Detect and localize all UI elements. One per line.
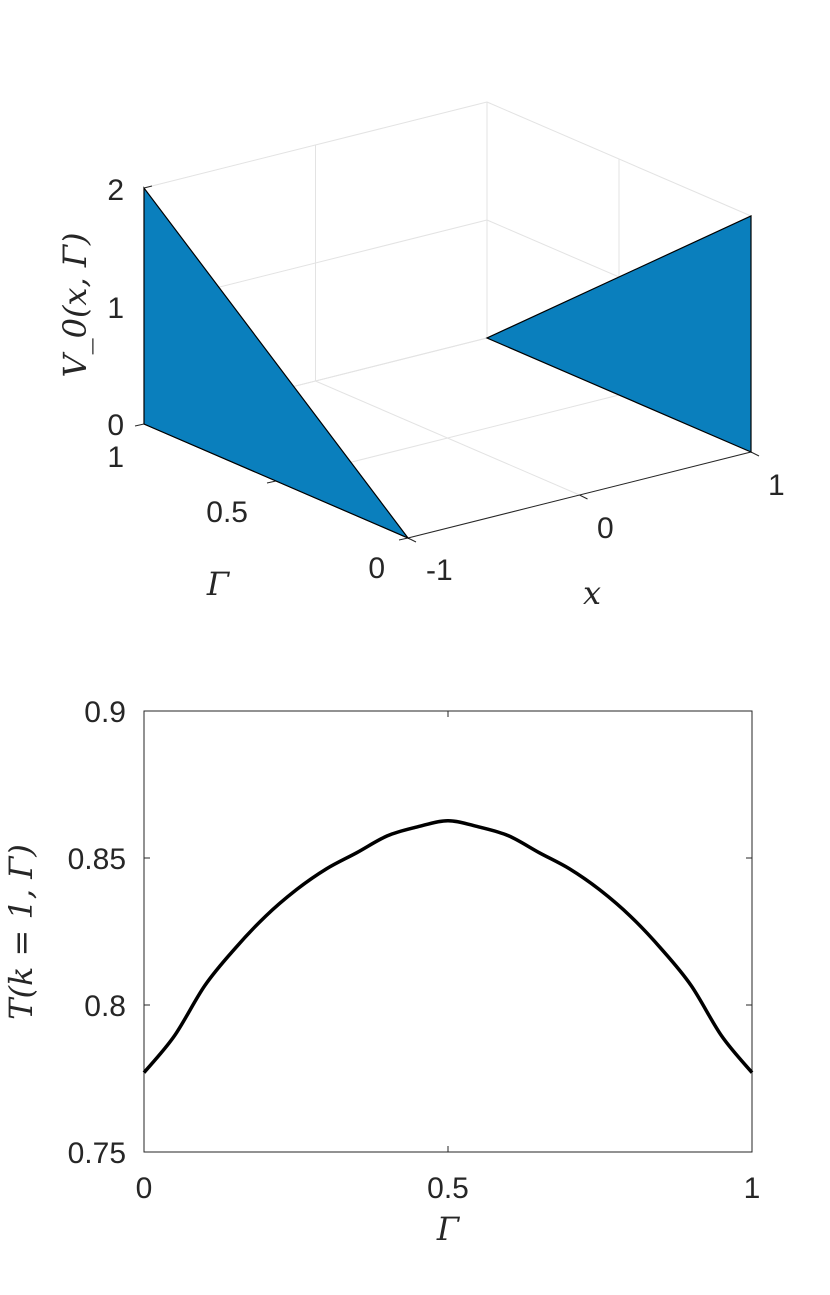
z-tick-label-2: 2: [107, 174, 124, 207]
y-tick-label-0.8: 0.8: [84, 990, 126, 1023]
gamma-tick-mark: [398, 537, 409, 541]
x-axis-label: x: [583, 574, 601, 612]
x-tick-label-0.5: 0.5: [427, 1172, 469, 1205]
surface-plot: 2 1 0 1 0.5 0 -1 0 1 V_0(x, Γ) Γ x: [56, 101, 785, 612]
x-tick-label-neg1: -1: [426, 554, 453, 587]
grid-line: [143, 101, 488, 189]
surface-plot-faces: [143, 186, 752, 540]
series-line: [142, 818, 754, 1074]
x-tick-label-1: 1: [768, 469, 785, 502]
gamma-tick-mark: [134, 423, 145, 427]
gamma-tick-label-0.5: 0.5: [206, 496, 248, 529]
x-tick-label-1: 1: [744, 1172, 761, 1205]
gamma-axis-label: Γ: [206, 565, 231, 603]
z-tick-label-1: 1: [107, 292, 124, 325]
line-plot-frame: [143, 710, 753, 1153]
line-plot: 0.9 0.85 0.8 0.75 0 0.5 1 Γ T(k = 1, Γ): [2, 696, 760, 1248]
x-tick-mark: [750, 451, 760, 457]
y-tick-label-0.9: 0.9: [84, 696, 126, 729]
grid-line: [486, 101, 752, 217]
y-tick-label-0.75: 0.75: [68, 1137, 126, 1170]
z-tick-mark: [143, 185, 153, 189]
x-tick-mark: [579, 494, 588, 500]
line-plot-ticks: [143, 710, 753, 1153]
x-tick-label-0: 0: [136, 1172, 153, 1205]
z-tick-label-0: 0: [107, 409, 124, 442]
x-tick-mark: [407, 537, 417, 543]
surface-wall-left: [143, 186, 410, 540]
y-tick-label-0.85: 0.85: [68, 843, 126, 876]
x-axis-label: Γ: [436, 1210, 461, 1248]
gamma-tick-label-1: 1: [107, 441, 124, 474]
z-axis-label: V_0(x, Γ): [56, 232, 94, 377]
surface-wall-right: [485, 215, 752, 453]
x-tick-label-0: 0: [597, 512, 614, 545]
gamma-tick-label-0: 0: [368, 552, 385, 585]
gamma-tick-mark: [266, 480, 277, 484]
y-axis-label: T(k = 1, Γ): [2, 844, 40, 1020]
